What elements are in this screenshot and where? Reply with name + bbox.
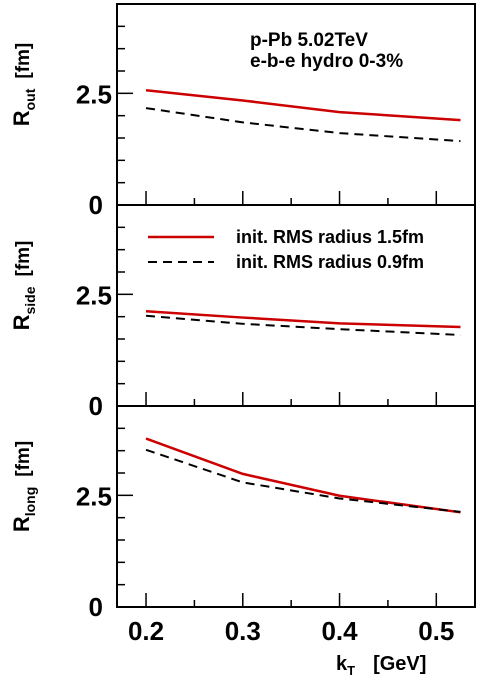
series-line-rms-1.5fm	[145, 437, 461, 514]
annotation-line-1: p-Pb 5.02TeV	[250, 30, 368, 51]
legend-label-rms-0.9fm: init. RMS radius 0.9fm	[236, 252, 424, 272]
series-line-rms-0.9fm	[145, 314, 461, 336]
x-tick-label: 0.3	[225, 616, 261, 646]
y-tick-label-0: 0	[89, 592, 103, 622]
series-line-rms-1.5fm	[145, 88, 461, 122]
y-tick-label-0: 0	[89, 391, 103, 421]
y-tick-label-0: 0	[89, 190, 103, 220]
panel-frame	[116, 405, 476, 608]
y-axis-label: Rout[fm]	[9, 43, 38, 127]
x-axis-label: kT [GeV]	[336, 653, 426, 677]
annotation-line-2: e-b-e hydro 0-3%	[250, 51, 403, 72]
legend-label-rms-1.5fm: init. RMS radius 1.5fm	[236, 227, 424, 247]
x-tick-label: 0.5	[418, 616, 454, 646]
y-tick-label-2.5: 2.5	[76, 79, 112, 109]
y-tick-label-2.5: 2.5	[76, 280, 112, 310]
x-tick-label: 0.4	[321, 616, 358, 646]
y-axis-label: Rlong[fm]	[9, 441, 38, 532]
x-tick-label: 0.2	[128, 616, 164, 646]
y-axis-label: Rside[fm]	[9, 241, 38, 331]
series-line-rms-0.9fm	[145, 448, 461, 513]
series-line-rms-0.9fm	[145, 107, 461, 143]
panel-out: 2.5 0 Rout[fm]	[9, 3, 476, 220]
y-tick-label-2.5: 2.5	[76, 481, 112, 511]
series-line-rms-1.5fm	[145, 310, 461, 329]
panel-side: 2.5 0 Rside[fm]	[9, 204, 476, 421]
panel-long: 2.5 0 Rlong[fm]	[9, 405, 476, 622]
